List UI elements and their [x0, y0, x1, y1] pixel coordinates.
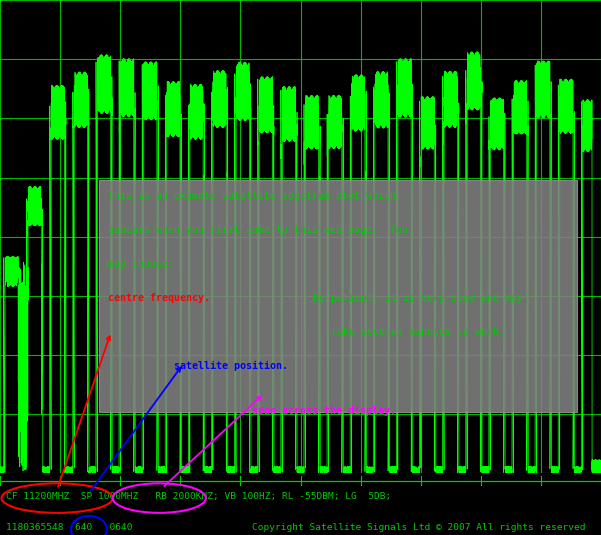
Text: take several minutes to work.: take several minutes to work. [313, 327, 504, 337]
Text: appears when you first come to this web page.  You: appears when you first come to this web … [108, 225, 408, 235]
Bar [99, 180, 577, 412]
Text: This is an example satellite spectrum plot which: This is an example satellite spectrum pl… [108, 191, 396, 201]
Text: 1180365548  640   0640: 1180365548 640 0640 [6, 523, 132, 532]
Text: Be patient, it is very slow and may: Be patient, it is very slow and may [313, 293, 522, 303]
Text: span across the display.: span across the display. [252, 406, 397, 416]
Text: CF 11200MHZ  SP 1000MHZ   RB 2000KHZ; VB 100HZ; RL -55DBM; LG  5DB;: CF 11200MHZ SP 1000MHZ RB 2000KHZ; VB 10… [6, 492, 391, 501]
Text: satellite position.: satellite position. [174, 361, 288, 371]
Text: centre frequency.: centre frequency. [108, 293, 210, 303]
Text: Copyright Satellite Signals Ltd © 2007 All rights reserved: Copyright Satellite Signals Ltd © 2007 A… [252, 523, 586, 532]
Text: may choose:: may choose: [108, 259, 174, 269]
